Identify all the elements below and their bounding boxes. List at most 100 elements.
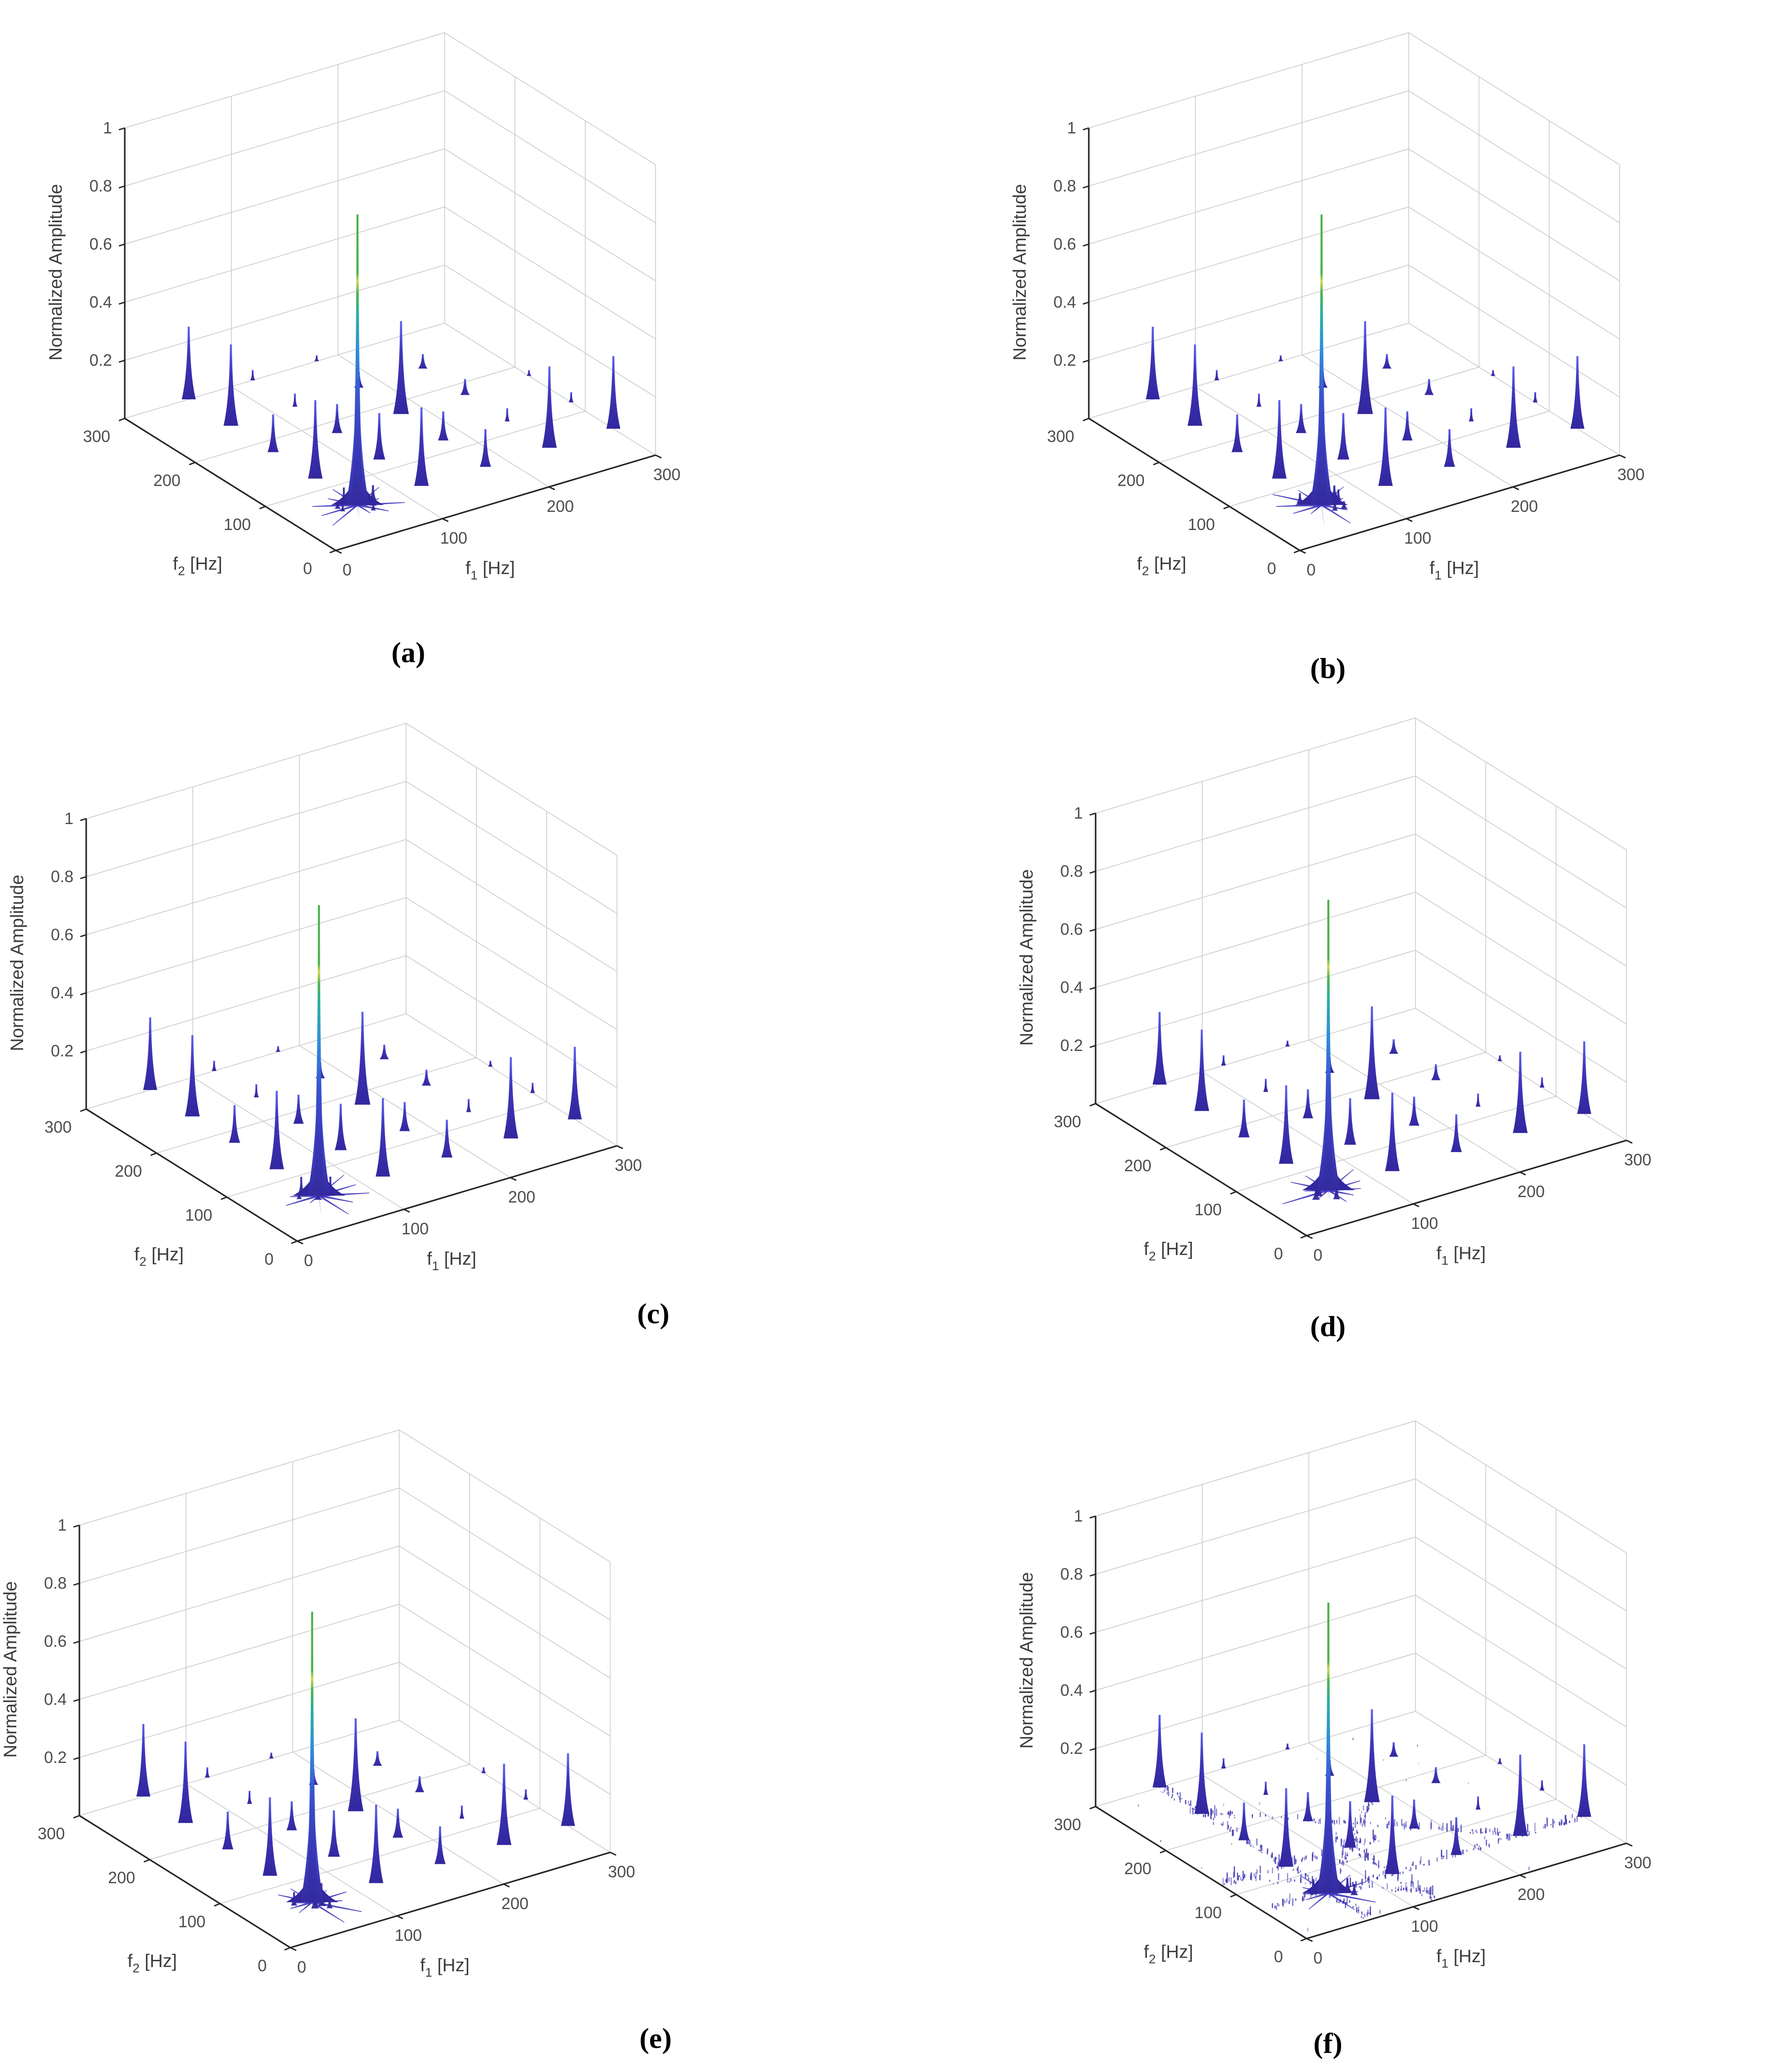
x-tick-label: 300 xyxy=(1617,465,1645,484)
z-tick-label: 1 xyxy=(64,809,73,828)
z-axis-title: Normalized Amplitude xyxy=(0,1581,20,1758)
z-tick-label: 0.8 xyxy=(1053,177,1076,195)
z-tick-label: 0.6 xyxy=(1060,1623,1083,1641)
y-tick-label: 100 xyxy=(178,1912,206,1931)
z-tick-label: 0.4 xyxy=(1060,978,1083,997)
y-axis-title: f2 [Hz] xyxy=(127,1951,177,1975)
plot-svg-c: 0 100 200 300 0 100 200 300 0.2 0.4 0.6 0.8 1 f1 [Hz]… xyxy=(7,723,642,1273)
plot-svg-e: 0 100 200 300 0 100 200 300 0.2 0.4 0.6 0.8 1 f1 [Hz]… xyxy=(0,1429,635,1979)
x-tick-label: 200 xyxy=(501,1894,529,1913)
y-tick-label: 200 xyxy=(1124,1156,1151,1175)
z-tick-label: 0.6 xyxy=(44,1632,67,1650)
z-tick-label: 1 xyxy=(1074,1507,1083,1525)
x-tick-label: 300 xyxy=(615,1156,642,1174)
z-tick-label: 0.6 xyxy=(1053,235,1076,253)
y-axis-title: f2 [Hz] xyxy=(173,554,222,578)
y-axis-title: f2 [Hz] xyxy=(1144,1239,1193,1263)
x-tick-label: 100 xyxy=(1411,1917,1438,1935)
subplot-b: 0 100 200 300 0 100 200 300 0.2 0.4 0.6 0.8 1 f1 [Hz]… xyxy=(896,0,1792,691)
x-tick-label: 100 xyxy=(395,1926,422,1944)
y-tick-label: 300 xyxy=(1054,1815,1081,1834)
z-tick-label: 1 xyxy=(1074,804,1083,822)
y-tick-label: 300 xyxy=(44,1118,72,1136)
caption-a: (a) xyxy=(391,636,426,668)
z-tick-label: 0.8 xyxy=(1060,1565,1083,1583)
y-tick-label: 0 xyxy=(258,1956,267,1975)
z-tick-label: 0.4 xyxy=(1053,293,1076,311)
x-axis-title: f1 [Hz] xyxy=(465,558,515,582)
z-tick-label: 1 xyxy=(103,118,112,137)
x-axis-title: f1 [Hz] xyxy=(1436,1946,1486,1970)
y-tick-label: 0 xyxy=(303,559,312,578)
x-tick-label: 200 xyxy=(1511,497,1538,516)
x-tick-label: 0 xyxy=(343,560,352,579)
y-tick-label: 0 xyxy=(1274,1947,1283,1966)
z-axis-title: Normalized Amplitude xyxy=(1017,1572,1037,1748)
z-tick-label: 0.8 xyxy=(51,867,73,886)
z-tick-label: 0.6 xyxy=(51,925,73,944)
z-tick-label: 0.8 xyxy=(89,177,112,195)
z-tick-label: 0.4 xyxy=(89,293,112,311)
z-tick-label: 0.2 xyxy=(51,1041,73,1060)
subplot-e: 0 100 200 300 0 100 200 300 0.2 0.4 0.6 0.8 1 f1 [Hz]… xyxy=(0,1381,896,2072)
z-axis-title: Normalized Amplitude xyxy=(7,874,27,1051)
z-tick-label: 0.8 xyxy=(1060,862,1083,880)
y-tick-label: 0 xyxy=(1274,1244,1283,1263)
x-axis-title: f1 [Hz] xyxy=(1436,1243,1486,1267)
x-tick-label: 100 xyxy=(1404,529,1431,547)
z-axis-title: Normalized Amplitude xyxy=(1017,869,1037,1046)
subplot-a: 0 100 200 300 0 100 200 300 0.2 0.4 0.6 0.8 1 f1 [Hz]… xyxy=(0,0,896,691)
y-tick-label: 100 xyxy=(1195,1903,1222,1922)
x-tick-label: 200 xyxy=(1518,1885,1545,1904)
x-tick-label: 0 xyxy=(1313,1246,1322,1264)
caption-c: (c) xyxy=(637,1297,670,1330)
z-tick-label: 1 xyxy=(1067,118,1076,137)
x-tick-label: 0 xyxy=(297,1958,306,1976)
x-tick-label: 300 xyxy=(608,1862,635,1881)
caption-f: (f) xyxy=(1313,2027,1342,2059)
subplot-f: 0 100 200 300 0 100 200 300 0.2 0.4 0.6 0.8 1 f1 [Hz]… xyxy=(896,1381,1792,2072)
x-tick-label: 100 xyxy=(1411,1214,1438,1232)
z-tick-label: 0.2 xyxy=(1060,1036,1083,1055)
y-tick-label: 100 xyxy=(185,1206,212,1224)
caption-e: (e) xyxy=(639,2022,672,2054)
y-tick-label: 300 xyxy=(1054,1112,1081,1131)
x-tick-label: 300 xyxy=(1624,1853,1651,1872)
x-tick-label: 200 xyxy=(547,497,574,516)
z-tick-label: 0.2 xyxy=(89,351,112,369)
y-axis-title: f2 [Hz] xyxy=(1144,1942,1193,1966)
y-tick-label: 200 xyxy=(115,1162,142,1180)
y-tick-label: 200 xyxy=(153,471,181,490)
y-tick-label: 200 xyxy=(1117,471,1145,490)
z-tick-label: 0.2 xyxy=(1060,1739,1083,1758)
y-axis-title: f2 [Hz] xyxy=(134,1245,184,1269)
subplot-c: 0 100 200 300 0 100 200 300 0.2 0.4 0.6 0.8 1 f1 [Hz]… xyxy=(0,691,896,1381)
x-tick-label: 0 xyxy=(1313,1949,1322,1967)
y-tick-label: 100 xyxy=(1195,1200,1222,1219)
plot-svg-f: 0 100 200 300 0 100 200 300 0.2 0.4 0.6 0.8 1 f1 [Hz]… xyxy=(1017,1420,1651,1970)
z-tick-label: 1 xyxy=(58,1516,67,1534)
x-tick-label: 100 xyxy=(440,529,467,547)
x-tick-label: 300 xyxy=(1624,1150,1651,1169)
z-tick-label: 0.4 xyxy=(1060,1681,1083,1699)
x-tick-label: 100 xyxy=(401,1219,429,1238)
caption-b: (b) xyxy=(1310,652,1346,684)
x-tick-label: 200 xyxy=(508,1188,535,1206)
x-axis-title: f1 [Hz] xyxy=(1430,558,1479,582)
y-tick-label: 200 xyxy=(108,1868,135,1887)
x-tick-label: 200 xyxy=(1518,1182,1545,1201)
y-tick-label: 100 xyxy=(1188,515,1215,534)
y-tick-label: 300 xyxy=(83,427,110,446)
z-axis-title: Normalized Amplitude xyxy=(46,184,66,360)
z-tick-label: 0.4 xyxy=(44,1690,67,1709)
y-tick-label: 300 xyxy=(1047,427,1074,446)
z-tick-label: 0.4 xyxy=(51,983,73,1002)
z-axis-title: Normalized Amplitude xyxy=(1010,184,1030,360)
z-tick-label: 0.2 xyxy=(1053,351,1076,369)
plot-svg-a: 0 100 200 300 0 100 200 300 0.2 0.4 0.6 0.8 1 f1 [Hz]… xyxy=(46,32,681,582)
x-tick-label: 300 xyxy=(653,465,681,484)
x-tick-label: 0 xyxy=(304,1251,313,1270)
y-tick-label: 100 xyxy=(224,515,251,534)
z-tick-label: 0.6 xyxy=(89,235,112,253)
